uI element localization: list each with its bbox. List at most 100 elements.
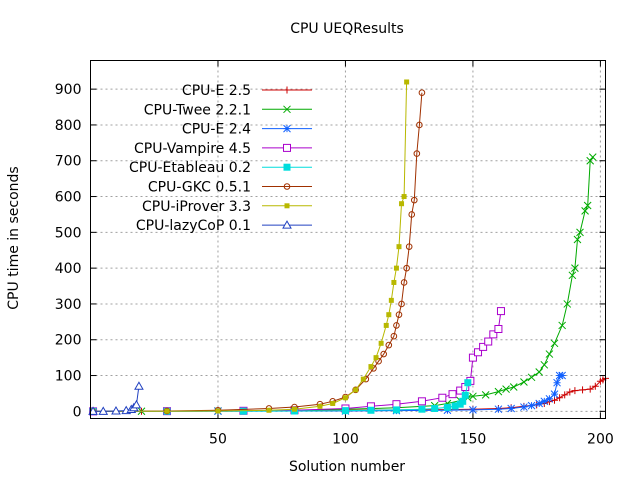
y-tick-label: 600 xyxy=(55,190,82,206)
x-tick-label: 200 xyxy=(587,432,614,448)
data-point xyxy=(496,307,505,316)
legend-label: CPU-lazyCoP 0.1 xyxy=(136,218,251,234)
data-point xyxy=(459,397,467,405)
data-point xyxy=(291,406,297,412)
data-point xyxy=(388,297,394,303)
data-point xyxy=(527,401,536,410)
data-point xyxy=(561,391,569,399)
data-point xyxy=(461,391,469,399)
data-point xyxy=(88,406,98,415)
data-point xyxy=(417,397,426,406)
data-point xyxy=(390,332,398,340)
data-point xyxy=(383,322,389,328)
legend-marker xyxy=(283,124,291,133)
series-line xyxy=(92,81,408,412)
data-point xyxy=(395,311,403,318)
data-point xyxy=(535,399,544,408)
data-point xyxy=(418,405,426,413)
chart-title: CPU UEQResults xyxy=(290,21,404,37)
series-7 xyxy=(88,381,144,415)
data-point xyxy=(520,378,528,386)
data-point xyxy=(550,339,559,348)
x-tick-label: 50 xyxy=(209,432,227,448)
data-point xyxy=(469,406,477,414)
y-tick-label: 800 xyxy=(55,118,82,134)
data-point xyxy=(588,153,597,162)
legend-marker xyxy=(283,143,291,152)
y-tick-label: 900 xyxy=(55,82,82,98)
data-point xyxy=(579,386,587,394)
y-axis-label: CPU time in seconds xyxy=(6,166,22,309)
legend-label: CPU-E 2.4 xyxy=(182,122,251,138)
legend-marker xyxy=(283,86,291,94)
data-point xyxy=(373,355,379,361)
data-point xyxy=(391,279,397,285)
data-point xyxy=(474,348,483,357)
data-point xyxy=(398,300,405,308)
data-point xyxy=(540,397,549,406)
data-point xyxy=(558,371,567,380)
legend-label: CPU-E 2.5 xyxy=(182,83,251,99)
data-point xyxy=(401,194,407,200)
data-point xyxy=(317,403,323,409)
data-point xyxy=(556,394,564,402)
legend-label: CPU-iProver 3.3 xyxy=(142,199,251,215)
data-point xyxy=(469,392,477,401)
y-tick-label: 400 xyxy=(55,261,82,277)
data-point xyxy=(527,373,536,382)
data-point xyxy=(489,330,498,339)
data-point xyxy=(164,408,170,414)
data-point xyxy=(583,201,592,210)
data-point xyxy=(342,395,348,401)
legend-label: CPU-Twee 2.2.1 xyxy=(144,102,251,118)
data-point xyxy=(551,396,559,404)
data-point xyxy=(408,211,416,218)
data-point xyxy=(399,201,405,207)
data-point xyxy=(368,364,374,370)
x-tick-label: 150 xyxy=(460,432,487,448)
data-point xyxy=(591,382,599,390)
data-point xyxy=(586,385,594,393)
legend-marker xyxy=(283,105,291,114)
y-tick-label: 700 xyxy=(55,154,82,170)
data-point xyxy=(563,300,572,308)
y-tick-label: 0 xyxy=(73,404,82,420)
x-tick-label: 100 xyxy=(332,432,359,448)
data-point xyxy=(400,279,408,286)
data-point xyxy=(386,312,392,318)
data-point xyxy=(573,235,582,244)
data-point xyxy=(341,407,349,415)
data-point xyxy=(571,264,579,272)
data-point xyxy=(438,393,447,402)
data-point xyxy=(586,156,595,165)
data-point xyxy=(396,244,402,250)
data-point xyxy=(380,350,387,358)
data-point xyxy=(581,207,589,215)
data-point xyxy=(535,368,544,376)
data-point xyxy=(266,407,272,413)
data-point xyxy=(479,342,488,351)
y-tick-label: 200 xyxy=(55,333,82,349)
data-point xyxy=(393,265,399,271)
data-point xyxy=(545,350,554,358)
y-tick-label: 300 xyxy=(55,297,82,313)
data-point xyxy=(494,325,503,333)
data-point xyxy=(416,121,423,129)
data-point xyxy=(550,390,559,399)
data-point xyxy=(566,388,574,396)
data-point xyxy=(385,341,393,349)
data-point xyxy=(131,399,142,409)
series-line xyxy=(92,92,423,412)
data-point xyxy=(494,387,503,396)
data-point xyxy=(494,405,503,414)
data-point xyxy=(443,403,451,411)
data-point xyxy=(393,322,400,329)
legend-label: CPU-Etableau 0.2 xyxy=(129,160,251,176)
data-point xyxy=(360,376,366,382)
data-point xyxy=(330,400,336,406)
data-point xyxy=(558,321,567,330)
data-point xyxy=(520,403,528,411)
data-point xyxy=(507,404,516,413)
data-point xyxy=(413,150,421,157)
